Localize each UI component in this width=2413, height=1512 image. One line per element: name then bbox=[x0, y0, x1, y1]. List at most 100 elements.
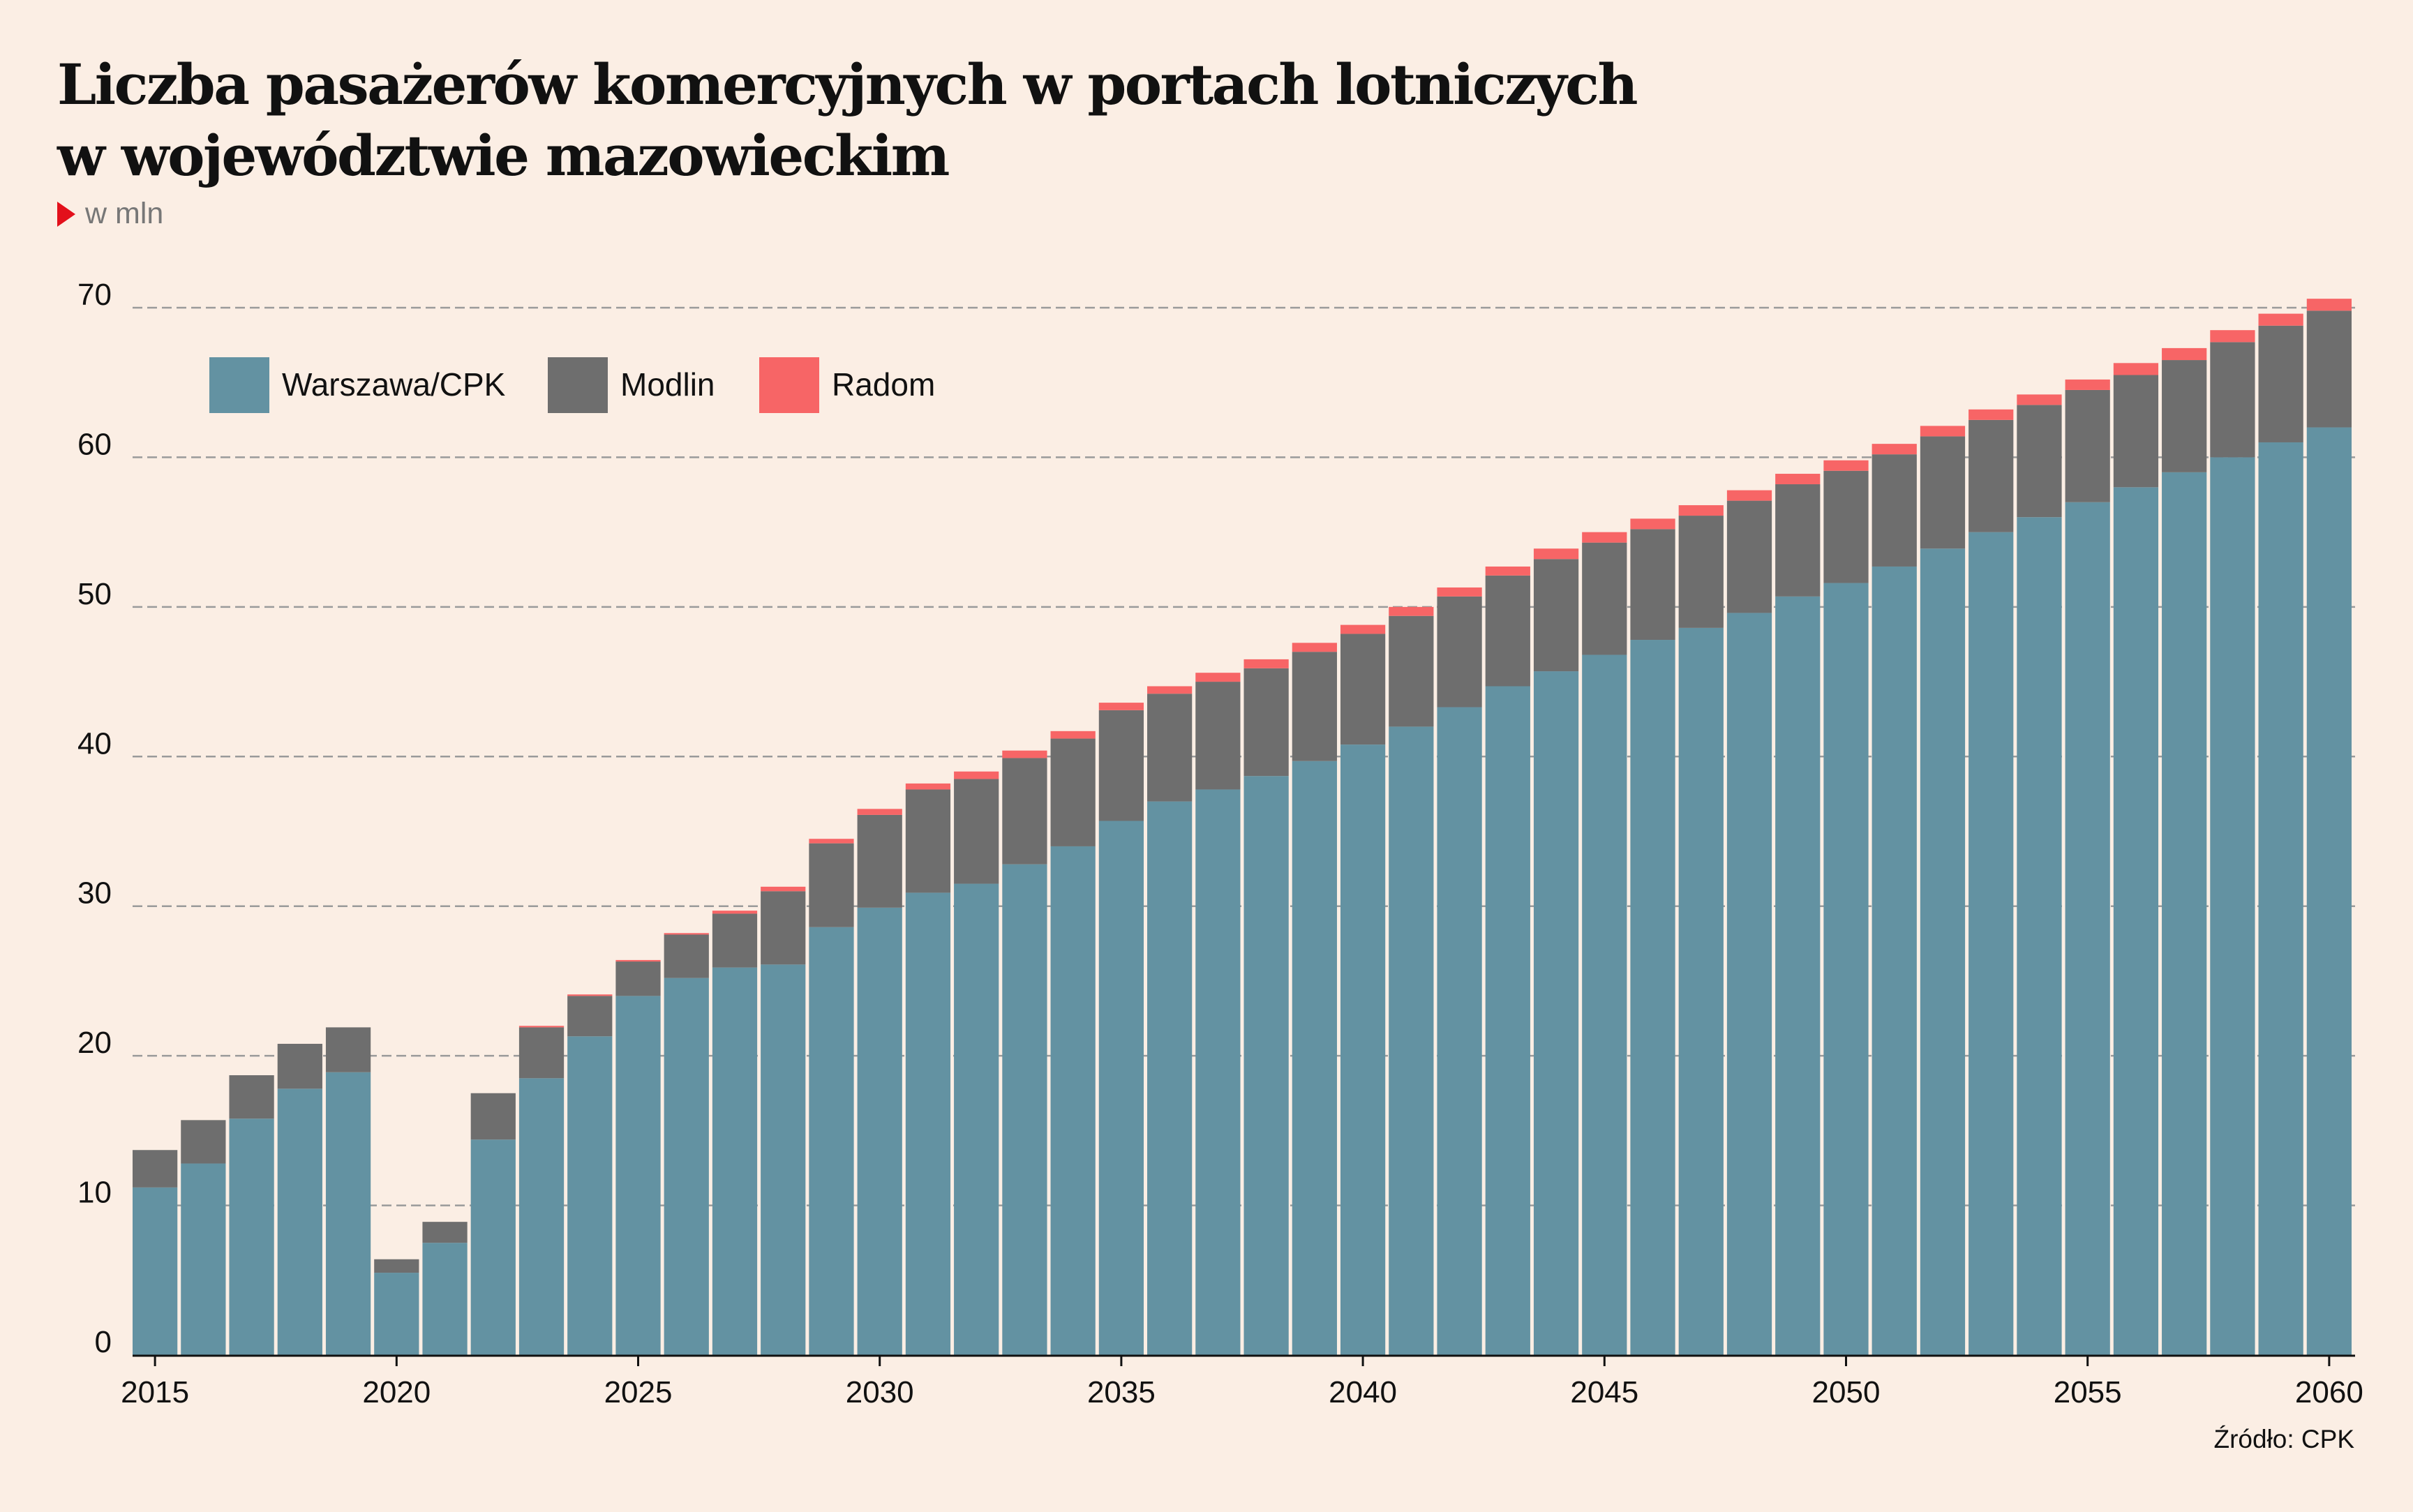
bar-segment-modlin bbox=[567, 996, 613, 1037]
bar-segment-modlin bbox=[857, 814, 902, 908]
bar-segment-radom bbox=[1630, 518, 1675, 530]
bar-segment-warszawa-cpk bbox=[2113, 487, 2159, 1356]
bar-segment-warszawa-cpk bbox=[2210, 457, 2255, 1355]
bar-segment-radom bbox=[2258, 313, 2303, 326]
bar-segment-modlin bbox=[1485, 575, 1530, 687]
bar-segment-radom bbox=[1678, 505, 1724, 516]
bar-segment-radom bbox=[857, 809, 902, 815]
bar-segment-modlin bbox=[615, 961, 661, 996]
x-tick-label: 2060 bbox=[2295, 1375, 2363, 1409]
bar-segment-warszawa-cpk bbox=[1775, 596, 1821, 1355]
bar-segment-modlin bbox=[518, 1027, 565, 1079]
bar-segment-modlin bbox=[1872, 454, 1917, 567]
bar-segment-radom bbox=[809, 839, 854, 844]
bar-segment-warszawa-cpk bbox=[1002, 864, 1047, 1355]
x-tick-label: 2045 bbox=[1570, 1375, 1638, 1409]
bar-segment-radom bbox=[2162, 347, 2207, 361]
bar-segment-radom bbox=[1437, 587, 1482, 597]
bar-segment-warszawa-cpk bbox=[1920, 548, 1966, 1355]
bar-segment-radom bbox=[712, 911, 758, 914]
source-note: Źródło: CPK bbox=[2213, 1425, 2354, 1453]
chart-title: Liczba pasażerów komercyjnych w portach … bbox=[57, 49, 1872, 191]
bar-segment-radom bbox=[1050, 731, 1096, 739]
bar-segment-modlin bbox=[761, 891, 806, 965]
y-tick-label: 70 bbox=[77, 278, 112, 312]
triangle-marker-icon bbox=[57, 201, 75, 227]
bar-segment-radom bbox=[1243, 659, 1289, 668]
y-tick-label: 0 bbox=[95, 1325, 112, 1359]
bar-segment-warszawa-cpk bbox=[2065, 502, 2110, 1356]
bar-segment-warszawa-cpk bbox=[1533, 671, 1579, 1355]
bar-segment-radom bbox=[1872, 444, 1917, 455]
bar-segment-modlin bbox=[1968, 419, 2014, 532]
bar-segment-modlin bbox=[181, 1120, 226, 1164]
bar-segment-warszawa-cpk bbox=[2306, 427, 2352, 1355]
bar-segment-warszawa-cpk bbox=[1485, 686, 1530, 1355]
bar-segment-modlin bbox=[133, 1150, 178, 1188]
bar-segment-warszawa-cpk bbox=[1823, 583, 1869, 1355]
x-tick-label: 2025 bbox=[604, 1375, 673, 1409]
legend-label: Warszawa/CPK bbox=[282, 366, 506, 403]
legend-label: Radom bbox=[832, 366, 935, 403]
bar-segment-radom bbox=[954, 771, 999, 779]
bar-segment-radom bbox=[1098, 703, 1144, 710]
y-tick-label: 50 bbox=[77, 577, 112, 611]
unit-label: w mln bbox=[57, 197, 163, 231]
bar-segment-warszawa-cpk bbox=[277, 1088, 322, 1355]
bar-segment-modlin bbox=[2017, 405, 2062, 518]
bar-segment-warszawa-cpk bbox=[857, 907, 902, 1355]
bar-segment-warszawa-cpk bbox=[2162, 472, 2207, 1356]
bar-segment-modlin bbox=[229, 1075, 274, 1119]
bar-segment-radom bbox=[1292, 643, 1337, 652]
bar-segment-warszawa-cpk bbox=[133, 1187, 178, 1355]
bar-segment-warszawa-cpk bbox=[1726, 613, 1772, 1355]
bar-segment-warszawa-cpk bbox=[1340, 744, 1386, 1355]
legend-label: Modlin bbox=[620, 366, 715, 403]
bar-segment-warszawa-cpk bbox=[518, 1078, 565, 1355]
bar-segment-modlin bbox=[1389, 615, 1434, 727]
bar-segment-modlin bbox=[664, 934, 709, 978]
bar-segment-modlin bbox=[1243, 668, 1289, 777]
chart-title-line-2: w województwie mazowieckim bbox=[57, 123, 950, 188]
x-tick-label: 2020 bbox=[362, 1375, 431, 1409]
bar-segment-warszawa-cpk bbox=[1968, 532, 2014, 1356]
bar-segment-radom bbox=[1485, 566, 1530, 576]
bar-segment-modlin bbox=[1340, 634, 1386, 745]
bar-segment-warszawa-cpk bbox=[664, 978, 709, 1355]
bar-segment-modlin bbox=[422, 1222, 468, 1243]
y-tick-label: 40 bbox=[77, 726, 112, 761]
bar-segment-radom bbox=[1726, 490, 1772, 501]
bar-segment-modlin bbox=[1630, 529, 1675, 641]
bar-segment-modlin bbox=[2113, 375, 2159, 488]
bar-segment-warszawa-cpk bbox=[567, 1036, 613, 1355]
bar-segment-warszawa-cpk bbox=[712, 967, 758, 1355]
bar-segment-warszawa-cpk bbox=[954, 883, 999, 1355]
bar-segment-modlin bbox=[1292, 652, 1337, 761]
bar-segment-modlin bbox=[712, 913, 758, 968]
bar-segment-modlin bbox=[1002, 758, 1047, 864]
bar-segment-modlin bbox=[954, 779, 999, 884]
bar-segment-warszawa-cpk bbox=[1050, 846, 1096, 1355]
bar-segment-radom bbox=[664, 933, 709, 935]
bar-segment-warszawa-cpk bbox=[1098, 821, 1144, 1355]
bar-segment-warszawa-cpk bbox=[1437, 707, 1482, 1355]
bar-segment-modlin bbox=[2306, 310, 2352, 428]
bar-segment-warszawa-cpk bbox=[809, 927, 854, 1355]
y-tick-label: 60 bbox=[77, 427, 112, 461]
y-tick-label: 20 bbox=[77, 1026, 112, 1060]
bar-segment-radom bbox=[1920, 426, 1966, 437]
bar-segment-modlin bbox=[1050, 738, 1096, 846]
bar-segment-warszawa-cpk bbox=[229, 1118, 274, 1355]
bar-segment-radom bbox=[1775, 474, 1821, 485]
bar-segment-warszawa-cpk bbox=[422, 1243, 468, 1355]
unit-label-text: w mln bbox=[85, 197, 164, 230]
bar-segment-radom bbox=[1147, 686, 1193, 694]
chart-title-line-1: Liczba pasażerów komercyjnych w portach … bbox=[57, 52, 1638, 117]
bar-segment-modlin bbox=[1437, 596, 1482, 708]
x-tick-label: 2035 bbox=[1087, 1375, 1156, 1409]
bar-segment-radom bbox=[1002, 750, 1047, 758]
bar-segment-modlin bbox=[277, 1043, 322, 1089]
bar-segment-modlin bbox=[325, 1027, 371, 1072]
bar-segment-warszawa-cpk bbox=[1582, 654, 1627, 1355]
bar-segment-modlin bbox=[1726, 500, 1772, 613]
